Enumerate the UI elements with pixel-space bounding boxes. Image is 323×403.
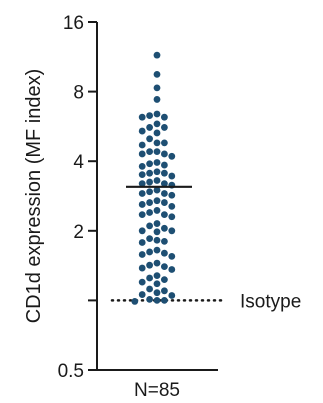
data-point <box>168 172 176 180</box>
data-point <box>161 224 168 232</box>
data-point <box>138 201 146 208</box>
data-point <box>168 227 176 235</box>
data-point <box>153 84 161 92</box>
data-point <box>161 169 168 177</box>
data-point <box>146 248 154 256</box>
data-point <box>161 190 168 197</box>
data-point <box>161 287 168 295</box>
data-point <box>161 199 168 206</box>
data-point <box>168 152 176 160</box>
data-point <box>161 113 168 121</box>
data-point <box>153 159 161 166</box>
y-axis-title: CD1d expression (MF index) <box>23 69 45 324</box>
data-point <box>138 227 146 235</box>
data-point <box>153 197 161 205</box>
data-point <box>146 188 154 196</box>
data-point <box>138 150 146 158</box>
data-point <box>153 110 161 118</box>
data-point <box>146 222 154 230</box>
data-point <box>138 251 146 258</box>
data-point <box>161 297 168 304</box>
data-points <box>131 51 176 305</box>
data-point <box>138 190 146 197</box>
data-point <box>161 211 168 219</box>
data-point <box>146 235 154 243</box>
category-label: N=85 <box>134 380 180 401</box>
y-tick-label-0: 0.5 <box>58 361 84 382</box>
data-point <box>153 228 161 236</box>
data-point <box>161 237 168 245</box>
y-tick-label-2: 2 <box>73 222 84 243</box>
data-point <box>131 298 139 305</box>
data-point <box>168 191 176 199</box>
data-point <box>138 278 146 286</box>
data-point <box>146 261 154 269</box>
data-point <box>153 289 161 297</box>
data-point <box>153 207 161 214</box>
data-point <box>161 139 168 147</box>
data-point <box>153 186 161 194</box>
data-point <box>161 276 168 284</box>
data-point <box>168 252 176 260</box>
data-point <box>153 148 161 156</box>
data-point <box>138 141 146 149</box>
data-point <box>168 203 176 210</box>
data-point <box>161 150 168 158</box>
data-point <box>153 272 161 280</box>
data-point <box>168 292 176 299</box>
data-point <box>153 139 161 147</box>
data-point <box>146 169 154 177</box>
data-point <box>153 220 161 227</box>
y-tick-label-5: 16 <box>63 13 84 34</box>
data-point <box>168 266 176 273</box>
y-tick-label-4: 8 <box>73 83 84 104</box>
data-point <box>146 124 154 131</box>
data-point <box>138 211 146 219</box>
data-point <box>138 239 146 246</box>
data-point <box>146 209 154 216</box>
data-point <box>146 296 154 303</box>
data-point <box>161 180 168 188</box>
data-point <box>153 120 161 128</box>
data-point <box>153 51 161 59</box>
data-point <box>138 291 146 298</box>
data-point <box>138 127 146 135</box>
data-point <box>161 124 168 131</box>
data-point <box>138 171 146 179</box>
data-point <box>146 274 154 282</box>
data-point <box>146 199 154 206</box>
data-point <box>153 96 161 103</box>
data-point <box>146 178 154 186</box>
data-point <box>153 280 161 288</box>
data-point <box>138 264 146 272</box>
data-point <box>168 213 176 221</box>
y-ticks: 0.5 2 4 8 16 <box>58 13 97 382</box>
data-point <box>138 113 146 121</box>
data-point <box>153 177 161 184</box>
data-point <box>146 148 154 156</box>
data-point <box>153 168 161 176</box>
isotype-label: Isotype <box>240 291 301 312</box>
data-point <box>146 135 154 143</box>
data-point <box>146 285 154 293</box>
y-tick-label-3: 4 <box>73 152 84 173</box>
data-point <box>153 129 161 137</box>
data-point <box>153 297 161 304</box>
data-point <box>146 160 154 168</box>
data-point <box>153 246 161 254</box>
data-point <box>153 236 161 244</box>
data-point <box>146 112 154 119</box>
data-point <box>138 180 146 188</box>
data-point <box>138 162 146 170</box>
data-point <box>153 70 161 78</box>
data-point <box>161 263 168 271</box>
data-point <box>161 249 168 257</box>
data-point <box>153 259 161 267</box>
data-point <box>161 161 168 169</box>
